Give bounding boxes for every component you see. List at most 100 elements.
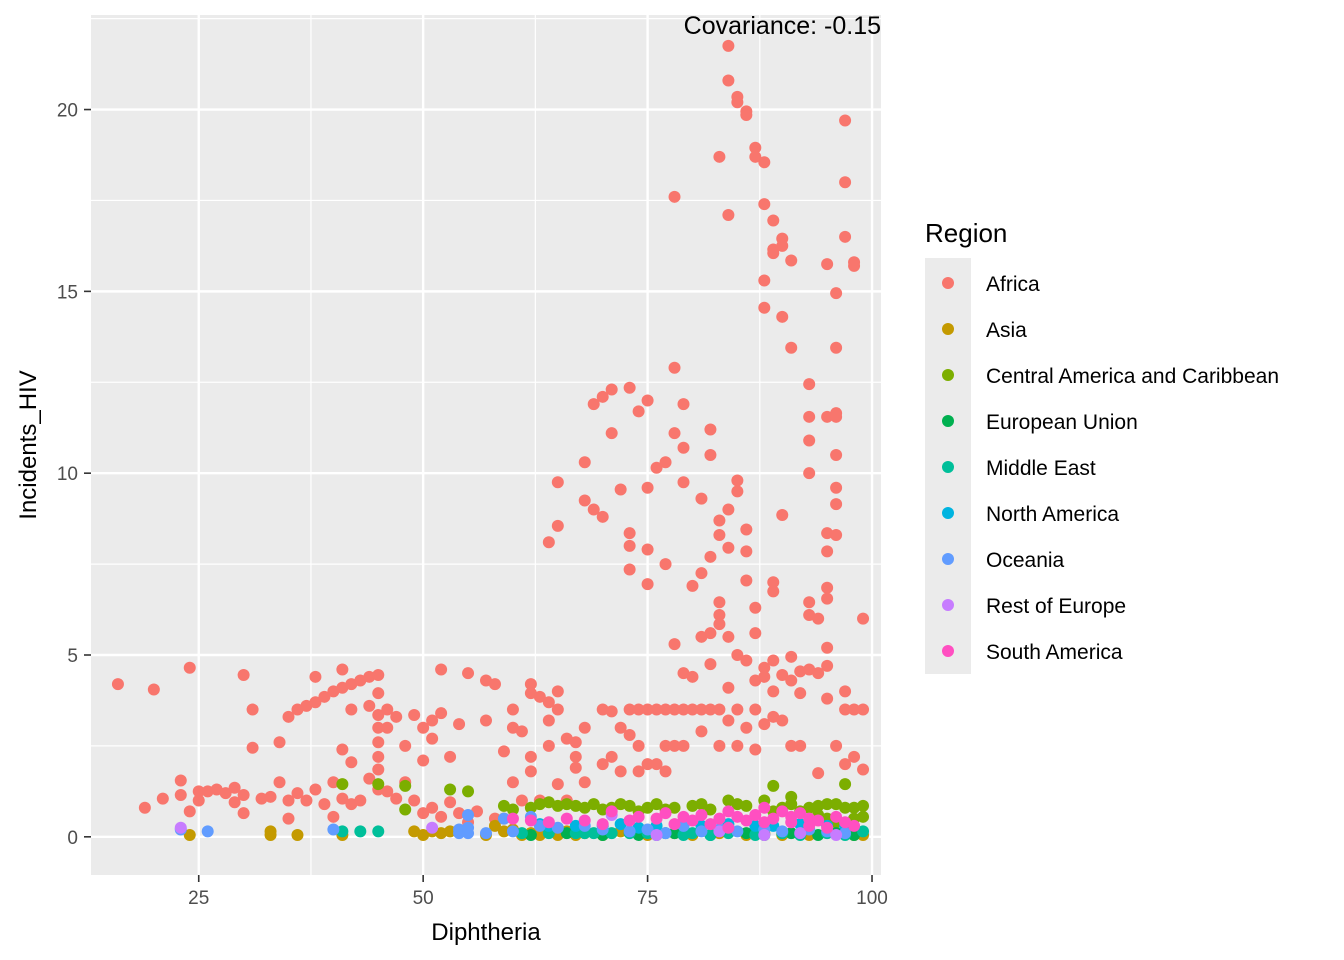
data-point	[533, 829, 546, 841]
data-point	[848, 750, 861, 763]
data-point	[435, 827, 448, 840]
data-point	[605, 705, 618, 718]
data-point	[524, 750, 537, 763]
data-point	[201, 785, 214, 798]
data-point	[435, 663, 448, 676]
data-point	[426, 801, 439, 814]
data-point	[713, 150, 726, 163]
data-point	[785, 650, 798, 663]
data-point	[749, 601, 762, 614]
data-point	[444, 750, 457, 763]
data-point	[524, 814, 537, 827]
x-axis: 25 50 75 100	[188, 875, 888, 909]
data-point	[668, 739, 681, 752]
data-point	[506, 825, 519, 838]
data-point	[399, 739, 412, 752]
data-point	[354, 825, 367, 838]
series-africa	[111, 39, 870, 829]
data-point	[839, 685, 852, 698]
data-point	[749, 627, 762, 640]
data-point	[749, 141, 762, 154]
data-point	[462, 821, 475, 834]
data-point	[776, 805, 789, 818]
data-point	[659, 807, 672, 820]
data-point	[794, 827, 807, 840]
data-point	[354, 674, 367, 687]
data-point	[785, 810, 798, 823]
data-point	[372, 709, 385, 721]
data-point	[848, 819, 861, 832]
data-point	[614, 483, 627, 496]
data-point	[578, 721, 591, 734]
data-point	[848, 801, 861, 814]
data-point	[794, 665, 807, 678]
data-point	[767, 654, 780, 667]
data-point	[821, 692, 834, 705]
data-point	[695, 703, 708, 716]
legend-label-asia: Asia	[986, 319, 1027, 342]
data-point	[722, 794, 735, 807]
data-point	[183, 805, 196, 818]
data-point	[578, 494, 591, 507]
data-point	[524, 801, 537, 814]
data-point	[471, 805, 484, 818]
data-point	[605, 750, 618, 763]
data-point	[228, 781, 241, 794]
data-point	[731, 485, 744, 498]
data-point	[776, 509, 789, 521]
data-point	[327, 776, 340, 789]
data-point	[291, 703, 304, 716]
data-point	[821, 798, 834, 811]
data-point	[659, 456, 672, 469]
data-point	[156, 792, 169, 805]
data-point	[542, 714, 555, 727]
data-point	[767, 685, 780, 698]
legend-key-european-union	[942, 415, 954, 427]
data-point	[830, 481, 843, 494]
data-point	[803, 812, 816, 825]
data-point	[731, 825, 744, 838]
data-point	[722, 39, 735, 52]
data-point	[327, 685, 340, 698]
data-point	[632, 405, 645, 418]
data-point	[713, 596, 726, 609]
data-point	[488, 819, 501, 832]
data-point	[713, 825, 726, 838]
data-point	[830, 287, 843, 300]
data-point	[659, 765, 672, 778]
data-point	[677, 829, 690, 841]
data-point	[803, 410, 816, 423]
data-point	[785, 798, 798, 811]
legend-key-africa	[942, 277, 954, 289]
data-point	[803, 663, 816, 676]
series-rest-of-europe	[174, 809, 843, 841]
data-point	[282, 710, 295, 723]
data-point	[578, 456, 591, 469]
data-point	[785, 827, 798, 840]
data-point	[336, 792, 349, 805]
data-point	[695, 825, 708, 838]
data-point	[426, 821, 439, 834]
data-point	[623, 527, 636, 540]
data-point	[857, 703, 870, 716]
y-axis: 0 5 10 15 20	[57, 101, 91, 849]
data-point	[704, 423, 717, 436]
data-point	[506, 812, 519, 825]
data-point	[659, 739, 672, 752]
data-point	[668, 818, 681, 831]
data-point	[309, 696, 322, 709]
data-point	[830, 410, 843, 423]
data-point	[695, 798, 708, 811]
data-point	[596, 390, 609, 403]
data-point	[578, 801, 591, 814]
data-point	[704, 449, 717, 461]
data-point	[713, 618, 726, 631]
data-point	[695, 809, 708, 821]
data-point	[174, 789, 187, 801]
data-point	[758, 198, 771, 211]
data-point	[668, 427, 681, 440]
legend-label-north-america: North America	[986, 503, 1119, 526]
data-point	[821, 641, 834, 654]
data-point	[722, 503, 735, 516]
data-point	[228, 796, 241, 809]
